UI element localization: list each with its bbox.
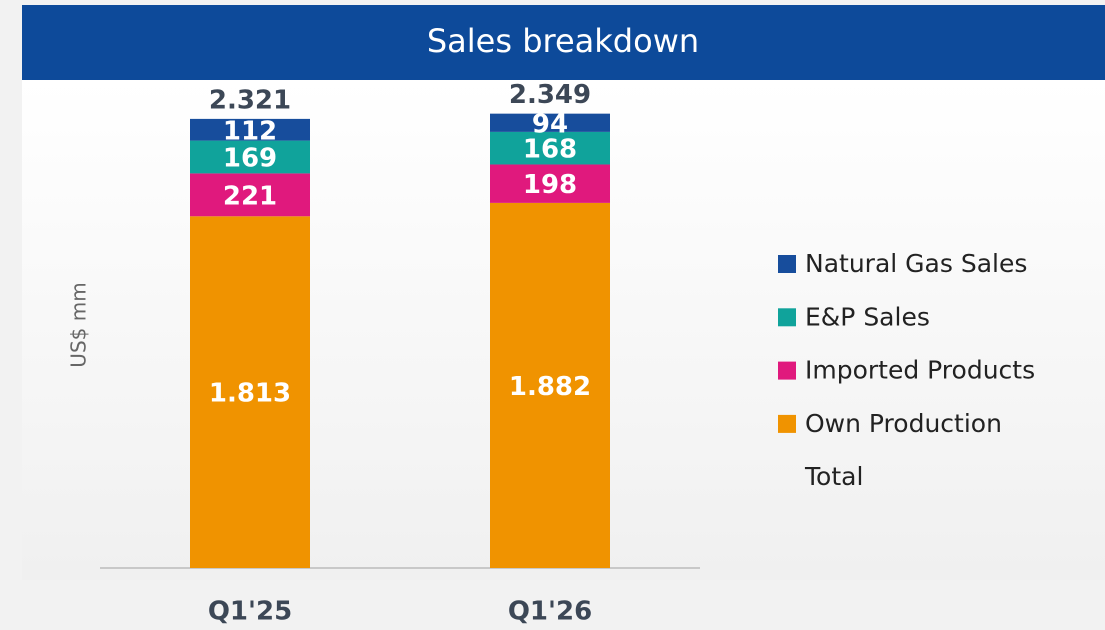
legend-label: Natural Gas Sales — [805, 249, 1027, 278]
data-label: 112 — [223, 116, 277, 146]
data-label: 1.813 — [209, 379, 291, 409]
total-label: 2.349 — [509, 80, 591, 110]
total-label: 2.321 — [209, 85, 291, 115]
bar-segment — [190, 118, 310, 141]
legend-swatch — [778, 361, 796, 380]
data-label: 94 — [532, 109, 568, 139]
legend-swatch — [778, 255, 796, 273]
bar-segment — [490, 131, 610, 165]
title-bar — [22, 5, 1105, 80]
legend-swatch — [778, 308, 796, 327]
x-tick-label: Q1'25 — [208, 597, 292, 627]
bar-segment — [490, 113, 610, 132]
legend-label: E&P Sales — [805, 302, 930, 331]
legend-label: Imported Products — [805, 356, 1035, 385]
bar-segment — [490, 202, 610, 568]
bar-segment — [190, 173, 310, 217]
x-tick-label: Q1'26 — [508, 597, 592, 627]
legend-label: Total — [804, 462, 863, 491]
y-axis-label: US$ mm — [67, 282, 91, 367]
chart-title: Sales breakdown — [427, 22, 699, 60]
data-label: 198 — [523, 170, 577, 200]
bar-segment — [190, 216, 310, 568]
legend-label: Own Production — [805, 409, 1002, 438]
bar-segment — [490, 164, 610, 203]
data-label: 1.882 — [509, 372, 591, 402]
legend-swatch — [778, 414, 796, 433]
data-label: 169 — [223, 144, 277, 174]
data-label: 168 — [523, 135, 577, 165]
data-label: 221 — [223, 181, 277, 211]
bar-segment — [190, 140, 310, 174]
